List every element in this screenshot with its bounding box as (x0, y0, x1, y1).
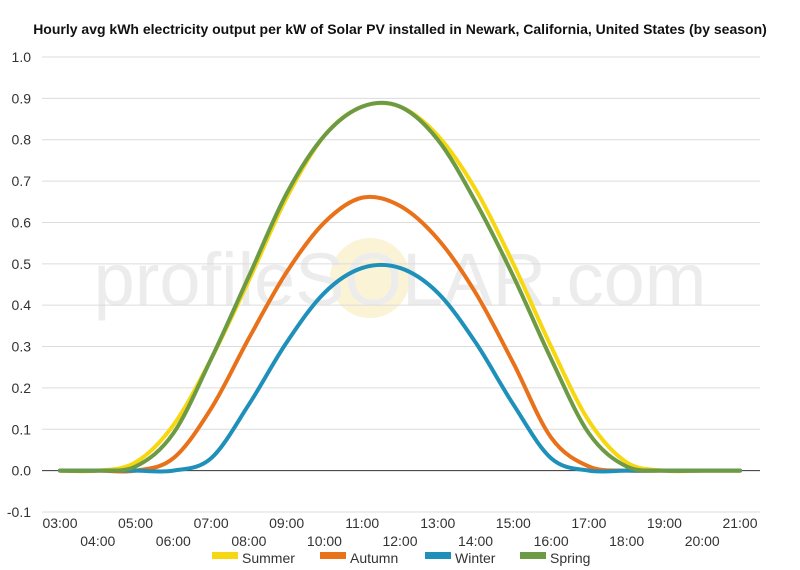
legend-swatch-winter (425, 552, 451, 559)
gridlines (42, 56, 760, 513)
y-tick-label: 0.6 (12, 214, 32, 230)
y-axis-ticks: -0.1 0.0 0.1 0.2 0.3 0.4 0.5 0.6 0.7 0.8 0.9 1.0 (7, 49, 31, 520)
x-tick-label: 18:00 (609, 533, 644, 549)
x-tick-label: 10:00 (307, 533, 342, 549)
x-tick-label: 19:00 (647, 515, 682, 531)
chart-title: Hourly avg kWh electricity output per kW… (33, 21, 767, 37)
legend-label-autumn: Autumn (350, 550, 398, 566)
y-tick-label: 0.8 (12, 132, 32, 148)
watermark-text: profileSOLAR.com (94, 238, 707, 321)
legend: Summer Autumn Winter Spring (212, 550, 590, 566)
y-tick-label: 0.2 (12, 380, 32, 396)
x-tick-label: 13:00 (420, 515, 455, 531)
y-tick-label: 1.0 (12, 49, 32, 65)
legend-swatch-autumn (320, 552, 346, 559)
series-line-spring (58, 100, 742, 473)
y-tick-label: 0.9 (12, 90, 32, 106)
x-axis-ticks: 03:0004:0005:0006:0007:0008:0009:0010:00… (42, 515, 757, 549)
y-tick-label: 0.1 (12, 421, 32, 437)
x-tick-label: 16:00 (534, 533, 569, 549)
y-tick-label: -0.1 (7, 504, 31, 520)
x-tick-label: 21:00 (722, 515, 757, 531)
x-tick-label: 04:00 (80, 533, 115, 549)
y-tick-label: 0.4 (12, 297, 32, 313)
y-tick-label: 0.3 (12, 339, 32, 355)
x-tick-label: 08:00 (231, 533, 266, 549)
series-line-winter (58, 262, 742, 474)
x-tick-label: 03:00 (42, 515, 77, 531)
x-tick-label: 09:00 (269, 515, 304, 531)
x-tick-label: 11:00 (345, 515, 379, 531)
x-tick-label: 05:00 (118, 515, 153, 531)
watermark: profileSOLAR.com (94, 238, 707, 321)
legend-label-spring: Spring (550, 550, 590, 566)
y-tick-label: 0.0 (12, 463, 32, 479)
x-tick-label: 06:00 (156, 533, 191, 549)
x-tick-label: 14:00 (458, 533, 493, 549)
x-tick-label: 20:00 (685, 533, 720, 549)
legend-swatch-spring (520, 552, 546, 559)
x-tick-label: 12:00 (382, 533, 417, 549)
x-tick-label: 15:00 (496, 515, 531, 531)
legend-label-summer: Summer (242, 550, 295, 566)
x-tick-label: 07:00 (194, 515, 229, 531)
watermark-sun (330, 238, 410, 318)
y-tick-label: 0.5 (12, 256, 32, 272)
series-lines (58, 100, 742, 474)
y-tick-label: 0.7 (12, 173, 32, 189)
x-tick-label: 17:00 (571, 515, 606, 531)
legend-label-winter: Winter (455, 550, 496, 566)
legend-swatch-summer (212, 552, 238, 559)
